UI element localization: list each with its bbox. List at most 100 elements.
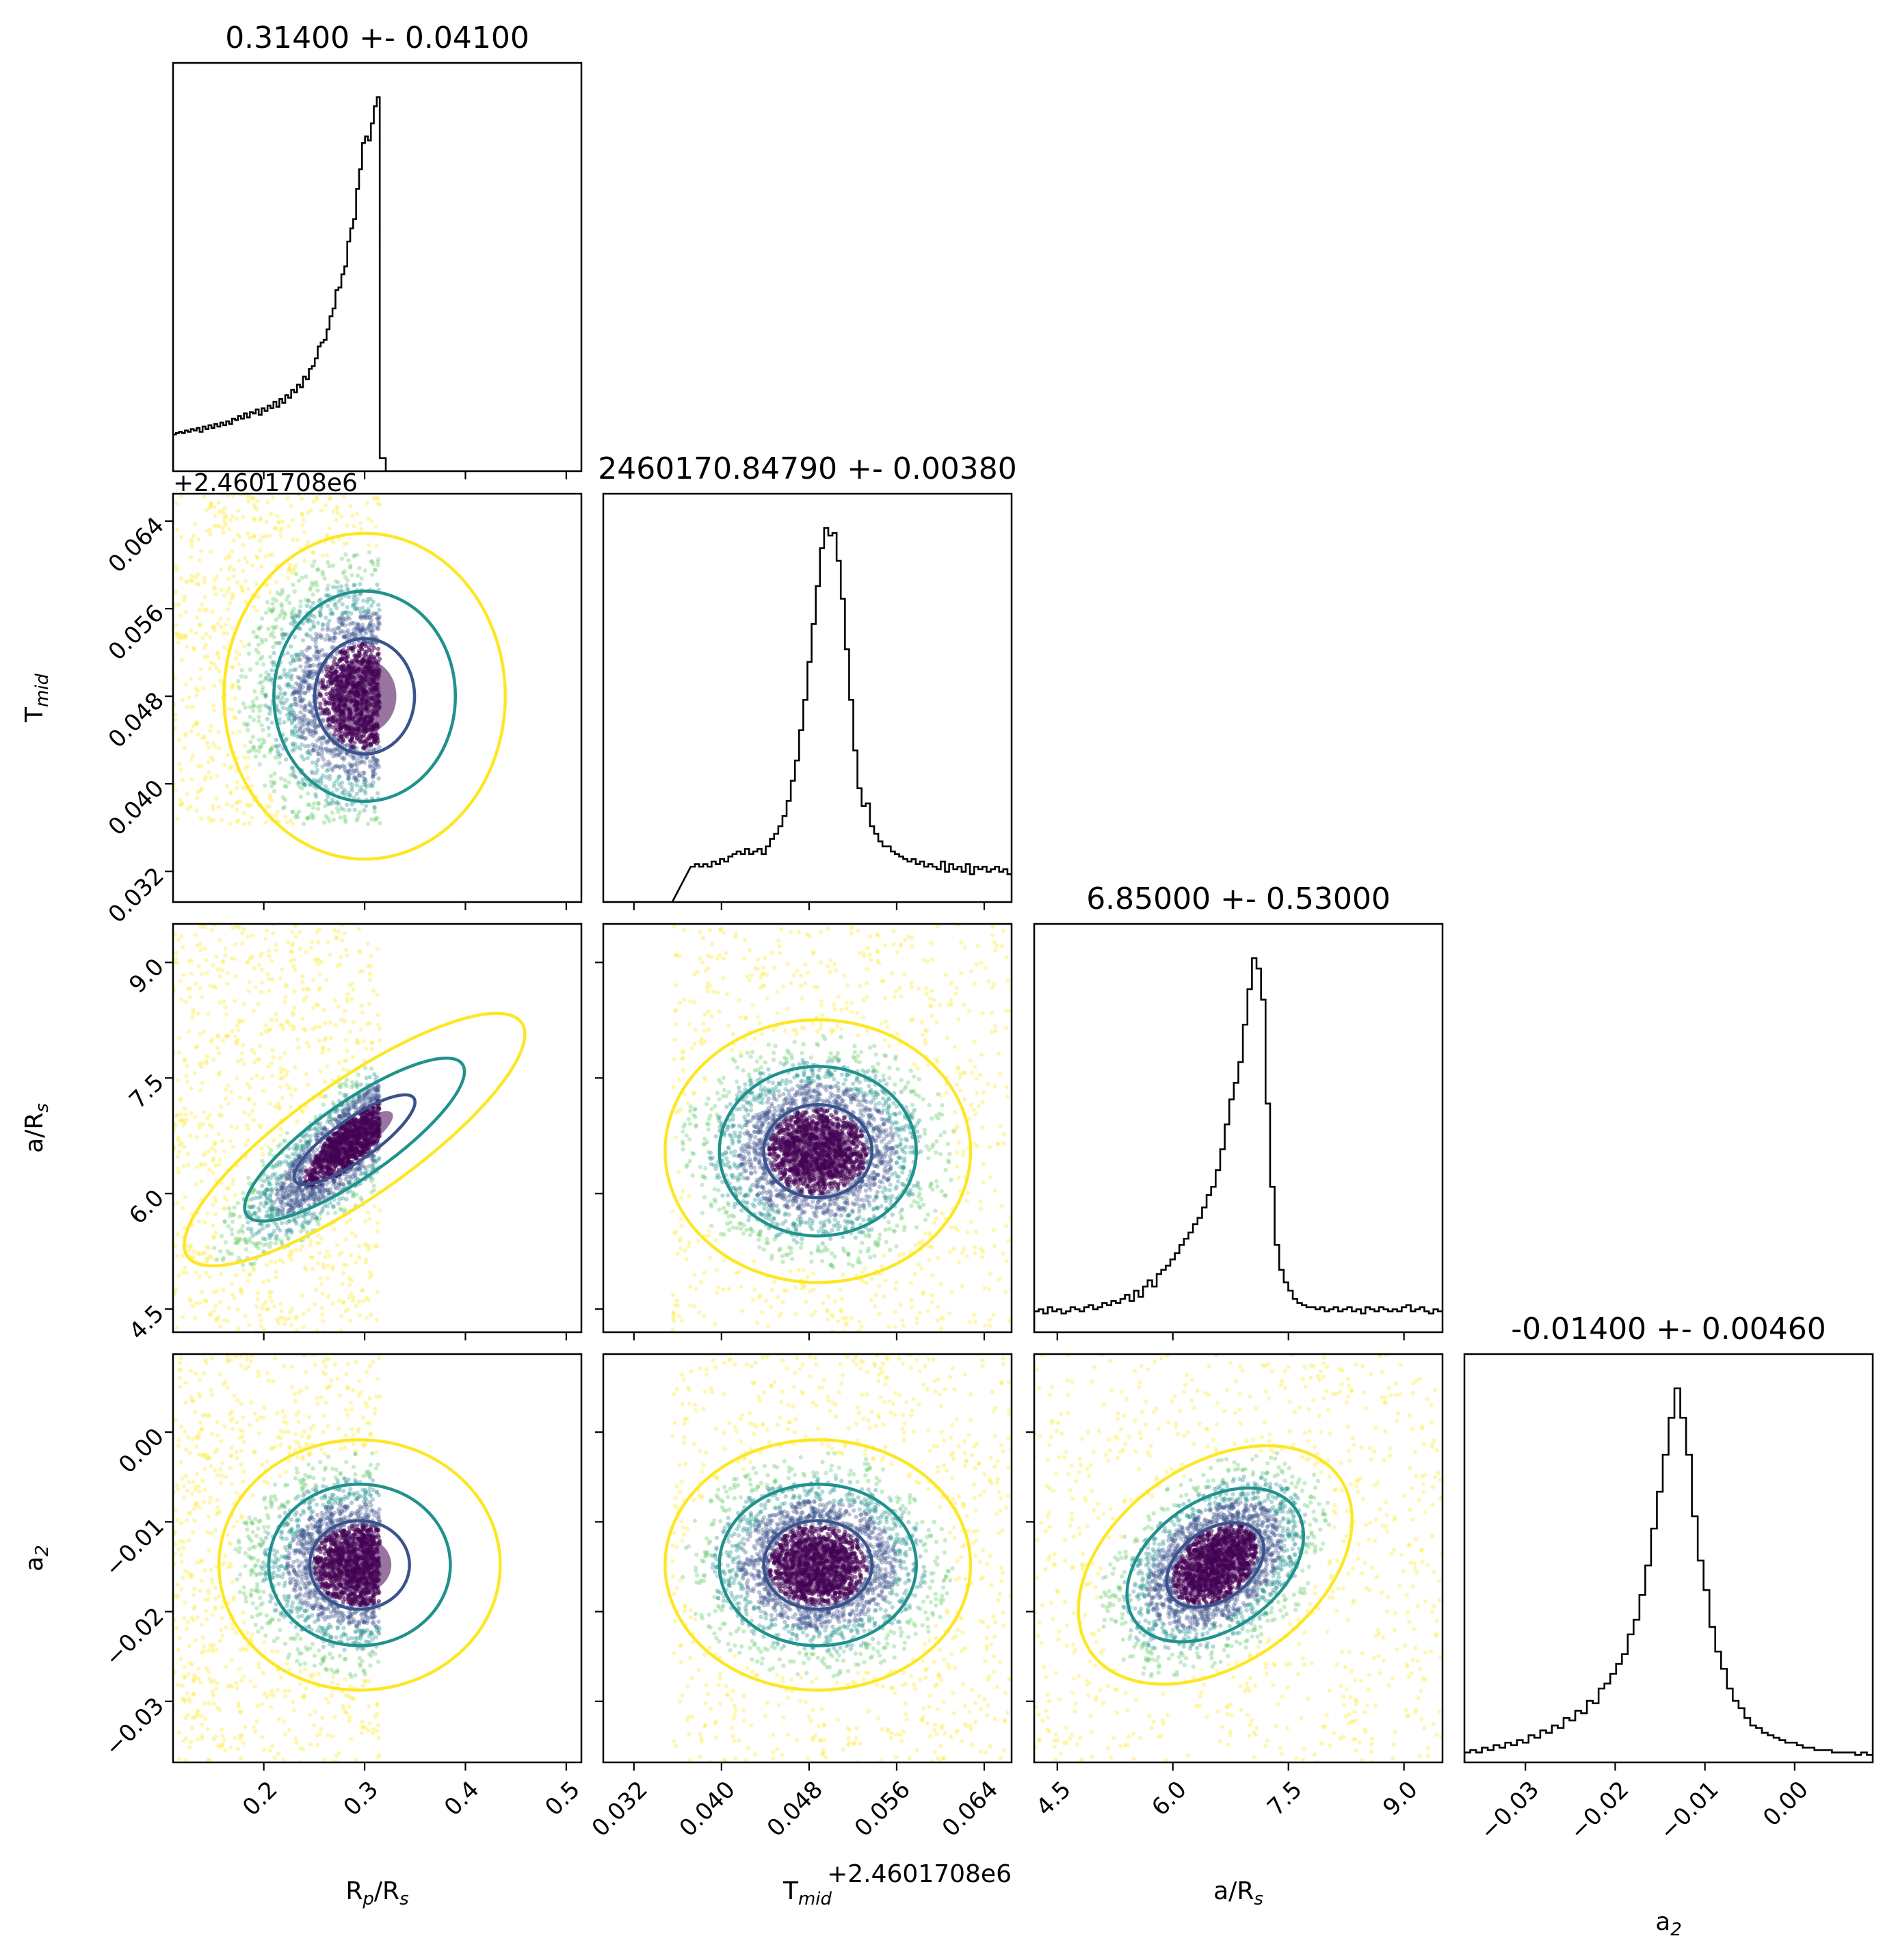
scatter-point [204,1299,209,1303]
scatter-point [179,1141,184,1145]
scatter-point [320,627,325,632]
scatter-point [315,568,320,572]
scatter-point [376,791,380,796]
scatter-point [269,1073,275,1078]
scatter-point [258,657,263,661]
scatter-point [245,559,250,565]
scatter-point [307,657,312,662]
scatter-point [287,1227,293,1232]
scatter-point [311,499,316,504]
scatter-point [302,727,308,732]
scatter-point [350,633,354,638]
scatter-point [373,816,378,821]
scatter-point [330,1301,335,1306]
scatter-point [269,1200,274,1205]
scatter-point [369,1190,374,1195]
scatter-point [302,713,306,718]
scatter-point [360,1095,365,1100]
scatter-point [311,600,316,606]
scatter-point [216,804,221,810]
scatter-point [245,764,250,769]
scatter-point [323,1188,328,1193]
scatter-point [344,802,350,808]
scatter-point [362,770,367,776]
scatter-point [268,747,273,752]
scatter-point [279,1193,284,1197]
scatter-point [369,613,375,618]
scatter-point [284,784,289,789]
scatter-point [372,767,377,772]
scatter-point [341,755,347,760]
scatter-point [308,670,313,675]
scatter-point [264,1201,269,1206]
scatter-point [242,1001,247,1007]
scatter-point [180,945,185,950]
scatter-point [325,1249,330,1254]
scatter-point [230,626,235,631]
scatter-point [373,1094,378,1100]
scatter-point [287,1252,292,1258]
scatter-point [356,622,360,627]
scatter-point [248,1272,252,1277]
scatter-point [320,1132,325,1137]
scatter-point [321,1192,326,1197]
scatter-point [326,625,330,631]
scatter-point [316,752,321,756]
scatter-point [296,716,301,721]
scatter-point [306,675,311,680]
scatter-point [230,707,235,712]
scatter-point [265,804,269,809]
scatter-point [235,1076,239,1081]
scatter-point [346,1111,351,1116]
scatter-point [243,743,248,748]
scatter-point [246,499,251,504]
scatter-point [313,730,318,735]
scatter-point [202,655,207,660]
scatter-point [288,661,293,665]
scatter-point [354,1303,358,1308]
scatter-point [373,568,378,572]
scatter-point [208,1311,213,1316]
scatter-point [315,496,319,502]
scatter-point [250,954,254,959]
scatter-point [211,1235,216,1241]
scatter-point [341,1271,345,1276]
scatter-point [371,756,376,761]
scatter-point [240,1223,246,1229]
scatter-point [316,752,321,757]
scatter-point [299,691,304,696]
scatter-point [177,1035,182,1041]
scatter-point [333,635,338,641]
scatter-point [190,1011,196,1016]
scatter-point [328,761,332,767]
scatter-point [268,633,273,637]
scatter-point [345,628,350,633]
scatter-point [301,1221,306,1226]
scatter-point [246,1220,250,1225]
scatter-point [374,1244,380,1249]
scatter-point [263,1029,269,1034]
scatter-point [259,990,263,995]
scatter-point [277,717,282,722]
scatter-point [313,670,319,674]
scatter-point [217,1050,222,1056]
scatter-point [256,714,261,719]
scatter-point [367,640,371,645]
scatter-point [242,755,247,760]
scatter-point [269,1206,274,1211]
scatter-point [324,739,328,744]
scatter-point [302,678,307,683]
scatter-point [358,614,363,620]
scatter-point [375,615,380,621]
scatter-point [305,1082,311,1087]
scatter-point [370,775,376,780]
scatter-point [365,1022,369,1027]
scatter-point [304,1040,310,1045]
scatter-point [311,718,317,723]
scatter-point [374,1088,380,1094]
scatter-point [211,817,216,823]
scatter-point [250,1109,255,1113]
scatter-point [331,754,336,758]
scatter-point [256,594,261,599]
scatter-point [301,1197,306,1202]
